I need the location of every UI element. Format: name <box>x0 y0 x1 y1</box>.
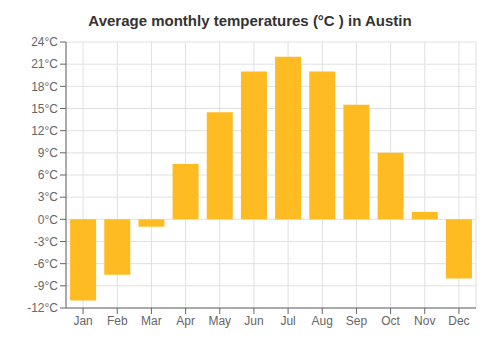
svg-text:Dec: Dec <box>448 314 469 328</box>
svg-text:21°C: 21°C <box>31 57 58 71</box>
svg-text:-6°C: -6°C <box>34 257 58 271</box>
svg-text:-3°C: -3°C <box>34 235 58 249</box>
svg-text:9°C: 9°C <box>38 146 58 160</box>
svg-text:Feb: Feb <box>107 314 128 328</box>
svg-text:Mar: Mar <box>141 314 162 328</box>
html-text:Average monthly temperatures (: Average monthly temperatures (°C ) in Au… <box>88 12 412 29</box>
svg-text:Sep: Sep <box>346 314 368 328</box>
svg-text:Jun: Jun <box>244 314 263 328</box>
svg-text:-12°C: -12°C <box>27 301 58 315</box>
svg-text:Jul: Jul <box>280 314 295 328</box>
svg-text:Nov: Nov <box>414 314 435 328</box>
svg-text:18°C: 18°C <box>31 80 58 94</box>
svg-text:3°C: 3°C <box>38 190 58 204</box>
svg-text:15°C: 15°C <box>31 102 58 116</box>
svg-text:Apr: Apr <box>176 314 195 328</box>
svg-text:12°C: 12°C <box>31 124 58 138</box>
svg-text:Aug: Aug <box>312 314 333 328</box>
svg-text:0°C: 0°C <box>38 213 58 227</box>
svg-text:Oct: Oct <box>381 314 400 328</box>
svg-text:Jan: Jan <box>73 314 92 328</box>
svg-text:-9°C: -9°C <box>34 279 58 293</box>
svg-text:24°C: 24°C <box>31 35 58 49</box>
svg-text:6°C: 6°C <box>38 168 58 182</box>
svg-text:May: May <box>208 314 231 328</box>
